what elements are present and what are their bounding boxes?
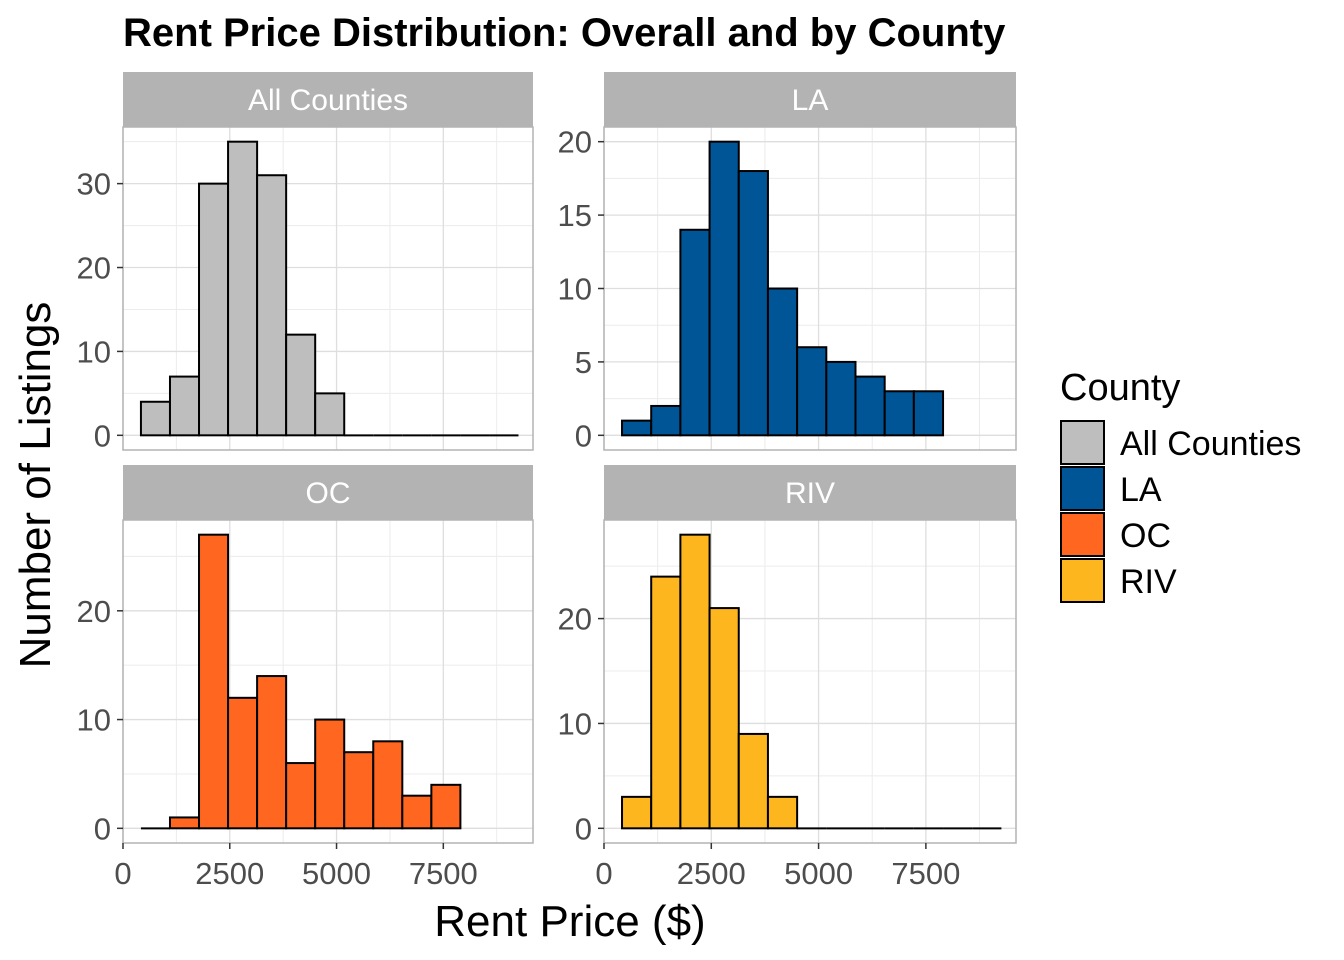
x-tick-label: 0 bbox=[595, 856, 612, 891]
legend-label: RIV bbox=[1120, 563, 1177, 601]
y-tick-label: 20 bbox=[558, 602, 592, 637]
facet-strip-label: RIV bbox=[785, 477, 835, 510]
histogram-bar bbox=[796, 346, 828, 437]
y-tick-label: 20 bbox=[77, 251, 111, 286]
legend-label: LA bbox=[1120, 471, 1162, 509]
panel-all-counties: All Counties 0 10 20 30 bbox=[77, 72, 534, 453]
histogram-bar bbox=[708, 607, 740, 830]
y-tick-label: 0 bbox=[94, 418, 111, 453]
y-tick-label: 0 bbox=[94, 811, 111, 846]
histogram-bar bbox=[708, 140, 740, 437]
facet-strip-label: OC bbox=[306, 477, 351, 510]
histogram-bar bbox=[766, 287, 799, 437]
histogram-bar bbox=[650, 575, 682, 830]
histogram-bar bbox=[401, 794, 433, 830]
legend-swatch bbox=[1060, 420, 1105, 465]
panel-border bbox=[603, 519, 1017, 844]
histogram-bar bbox=[621, 419, 653, 437]
panel-la: LA 0 5 10 15 20 bbox=[558, 72, 1017, 453]
y-tick-label: 10 bbox=[77, 703, 111, 738]
panel-border bbox=[122, 126, 534, 451]
histogram-bar bbox=[737, 170, 769, 437]
histogram-bar bbox=[227, 696, 259, 830]
y-tick-label: 0 bbox=[575, 418, 592, 453]
y-tick-label: 0 bbox=[575, 811, 592, 846]
histogram-bar bbox=[285, 333, 317, 437]
y-tick-label: 10 bbox=[558, 706, 592, 741]
legend-label: OC bbox=[1120, 517, 1171, 555]
facet-panels: All Counties 0 10 20 30 LA 0 5 10 15 20 OC 0 10 20 0 250… bbox=[77, 72, 1017, 891]
histogram-bar bbox=[854, 375, 886, 437]
legend-item-oc: OC bbox=[1060, 512, 1171, 557]
x-tick-label: 5000 bbox=[784, 856, 853, 891]
legend-swatch bbox=[1060, 558, 1105, 603]
histogram-bar bbox=[737, 732, 769, 830]
y-tick-label: 5 bbox=[575, 345, 592, 380]
legend-swatch bbox=[1060, 512, 1105, 557]
histogram-bar bbox=[679, 228, 711, 437]
legend-label: All Counties bbox=[1120, 425, 1301, 463]
histogram-bar bbox=[372, 740, 404, 830]
legend-title: County bbox=[1060, 367, 1180, 409]
facet-strip-label: All Counties bbox=[248, 84, 408, 117]
histogram-bar bbox=[825, 360, 857, 437]
histogram-bar bbox=[912, 390, 945, 437]
y-tick-label: 15 bbox=[558, 198, 592, 233]
y-tick-label: 30 bbox=[77, 167, 111, 202]
histogram-bar bbox=[343, 751, 375, 830]
x-tick-label: 0 bbox=[114, 856, 131, 891]
facet-strip bbox=[123, 72, 533, 127]
y-tick-label: 10 bbox=[558, 272, 592, 307]
legend-swatch bbox=[1060, 466, 1105, 511]
y-axis-title: Number of Listings bbox=[11, 302, 60, 669]
histogram-bar bbox=[168, 375, 201, 437]
histogram-bar bbox=[314, 718, 346, 830]
x-axis-title: Rent Price ($) bbox=[434, 897, 705, 946]
histogram-bar bbox=[621, 795, 653, 830]
facet-strip-label: LA bbox=[792, 84, 829, 117]
histogram-bar bbox=[766, 795, 799, 830]
legend-item-riv: RIV bbox=[1060, 558, 1177, 603]
legend-item-all-counties: All Counties bbox=[1060, 420, 1301, 465]
x-tick-label: 2500 bbox=[677, 856, 746, 891]
facet-strip bbox=[604, 72, 1016, 127]
legend: County All Counties LA OC RIV bbox=[1060, 367, 1301, 603]
x-tick-label: 2500 bbox=[195, 856, 264, 891]
histogram-bar bbox=[650, 404, 682, 437]
y-tick-label: 20 bbox=[558, 125, 592, 160]
histogram-bar bbox=[198, 533, 230, 830]
y-tick-label: 10 bbox=[77, 334, 111, 369]
histogram-bar bbox=[256, 174, 288, 437]
histogram-bar bbox=[227, 140, 259, 437]
panel-riv: RIV 0 10 20 0 2500 5000 7500 bbox=[558, 465, 1017, 891]
histogram-bar bbox=[314, 392, 346, 437]
x-tick-label: 7500 bbox=[891, 856, 960, 891]
histogram-bar bbox=[679, 533, 711, 830]
histogram-bar bbox=[430, 783, 462, 830]
panel-oc: OC 0 10 20 0 2500 5000 7500 bbox=[77, 465, 534, 891]
histogram-bar bbox=[168, 816, 201, 830]
y-tick-label: 20 bbox=[77, 594, 111, 629]
panel-border bbox=[122, 519, 534, 844]
facet-strip bbox=[604, 465, 1016, 520]
histogram-bar bbox=[139, 400, 171, 437]
histogram-bar bbox=[883, 390, 915, 437]
x-tick-label: 5000 bbox=[302, 856, 371, 891]
facet-strip bbox=[123, 465, 533, 520]
histogram-bar bbox=[285, 762, 317, 830]
x-tick-label: 7500 bbox=[409, 856, 478, 891]
histogram-bar bbox=[256, 675, 288, 830]
legend-item-la: LA bbox=[1060, 466, 1162, 511]
chart-title: Rent Price Distribution: Overall and by … bbox=[123, 11, 1006, 55]
histogram-bar bbox=[198, 182, 230, 437]
